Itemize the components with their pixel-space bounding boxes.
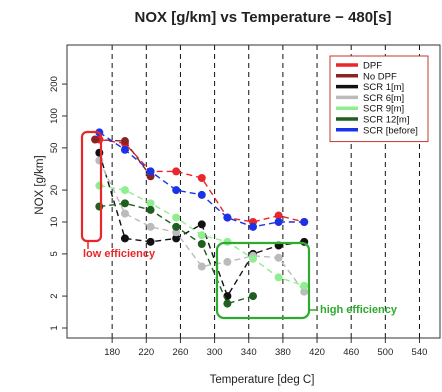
data-point-scr-1-m: [146, 237, 155, 246]
data-point-scr-6-m: [120, 209, 129, 218]
legend-label-scr-12-m: SCR 12[m]: [363, 115, 409, 126]
data-point-dpf: [274, 211, 283, 220]
data-point-scr-12-m: [120, 199, 129, 208]
data-point-scr-before: [172, 186, 181, 195]
data-point-scr-9-m: [300, 281, 309, 290]
y-tick-label: 100: [49, 108, 60, 124]
x-tick-label: 340: [241, 347, 257, 358]
chart-title: NOX [g/km] vs Temperature − 480[s]: [135, 9, 392, 26]
data-point-dpf: [172, 167, 181, 176]
data-point-scr-1-m: [95, 148, 104, 157]
data-point-scr-9-m: [223, 237, 232, 246]
data-point-scr-1-m: [120, 234, 129, 243]
high-efficiency-label: high efficiency: [320, 304, 398, 316]
x-tick-label: 500: [377, 347, 393, 358]
low-efficiency-box: [80, 130, 103, 243]
grid-layer: [111, 45, 420, 338]
y-tick-label: 50: [49, 143, 60, 154]
legend-label-no-dpf: No DPF: [363, 71, 397, 82]
y-tick-label: 200: [49, 76, 60, 92]
data-point-scr-before: [249, 222, 258, 231]
data-point-scr-9-m: [172, 213, 181, 222]
data-point-dpf: [197, 173, 206, 182]
data-point-scr-6-m: [146, 222, 155, 231]
data-point-scr-before: [223, 213, 232, 222]
axes-layer: 180 220 260 300 340 380 420 460 500 540 1 2 5 10 20 50 1…: [49, 44, 441, 358]
y-tick-label: 2: [49, 293, 60, 298]
data-point-scr-6-m: [223, 257, 232, 266]
data-point-scr-12-m: [146, 205, 155, 214]
data-point-scr-9-m: [146, 199, 155, 208]
data-point-scr-12-m: [223, 299, 232, 308]
x-tick-label: 460: [343, 347, 359, 358]
data-point-scr-1-m: [197, 220, 206, 229]
data-point-scr-12-m: [95, 202, 104, 211]
data-point-no-dpf: [91, 135, 100, 144]
data-point-scr-before: [120, 145, 129, 154]
data-point-scr-6-m: [95, 156, 104, 165]
data-point-scr-12-m: [197, 239, 206, 248]
legend-label-scr-6-m: SCR 6[m]: [363, 93, 404, 104]
x-tick-label: 540: [412, 347, 428, 358]
x-tick-label: 300: [207, 347, 223, 358]
x-tick-label: 260: [173, 347, 189, 358]
data-point-scr-before: [146, 167, 155, 176]
data-point-scr-9-m: [197, 231, 206, 240]
y-tick-label: 1: [49, 325, 60, 330]
y-tick-label: 20: [49, 185, 60, 196]
data-point-scr-before: [197, 190, 206, 199]
x-tick-label: 180: [104, 347, 120, 358]
data-point-scr-12-m: [249, 292, 258, 301]
data-point-scr-6-m: [197, 262, 206, 271]
data-point-scr-9-m: [120, 186, 129, 195]
x-axis-label: Temperature [deg C]: [210, 374, 315, 386]
data-point-scr-6-m: [300, 287, 309, 296]
annotation-layer: low efficiency high efficiency: [80, 130, 398, 320]
legend-label-scr-before: SCR [before]: [363, 125, 418, 136]
data-point-no-dpf: [120, 137, 129, 146]
data-point-scr-9-m: [95, 181, 104, 190]
x-tick-label: 220: [138, 347, 154, 358]
legend-label-scr-1-m: SCR 1[m]: [363, 82, 404, 93]
data-point-scr-before: [274, 217, 283, 226]
data-point-scr-6-m: [274, 253, 283, 262]
x-tick-label: 420: [309, 347, 325, 358]
series-layer: [91, 128, 309, 308]
high-efficiency-box: [215, 241, 311, 320]
y-axis-label: NOX [g/km]: [34, 155, 46, 214]
legend-label-dpf: DPF: [363, 61, 382, 72]
data-point-scr-9-m: [274, 273, 283, 282]
data-point-scr-1-m: [172, 234, 181, 243]
data-point-scr-9-m: [249, 254, 258, 263]
plot-frame: [66, 44, 441, 339]
data-point-scr-before: [300, 217, 309, 226]
legend-label-scr-9-m: SCR 9[m]: [363, 104, 404, 115]
y-tick-label: 5: [49, 251, 60, 256]
y-tick-label: 10: [49, 217, 60, 228]
low-efficiency-label: low efficiency: [83, 248, 156, 260]
data-point-scr-12-m: [172, 222, 181, 231]
x-tick-label: 380: [275, 347, 291, 358]
